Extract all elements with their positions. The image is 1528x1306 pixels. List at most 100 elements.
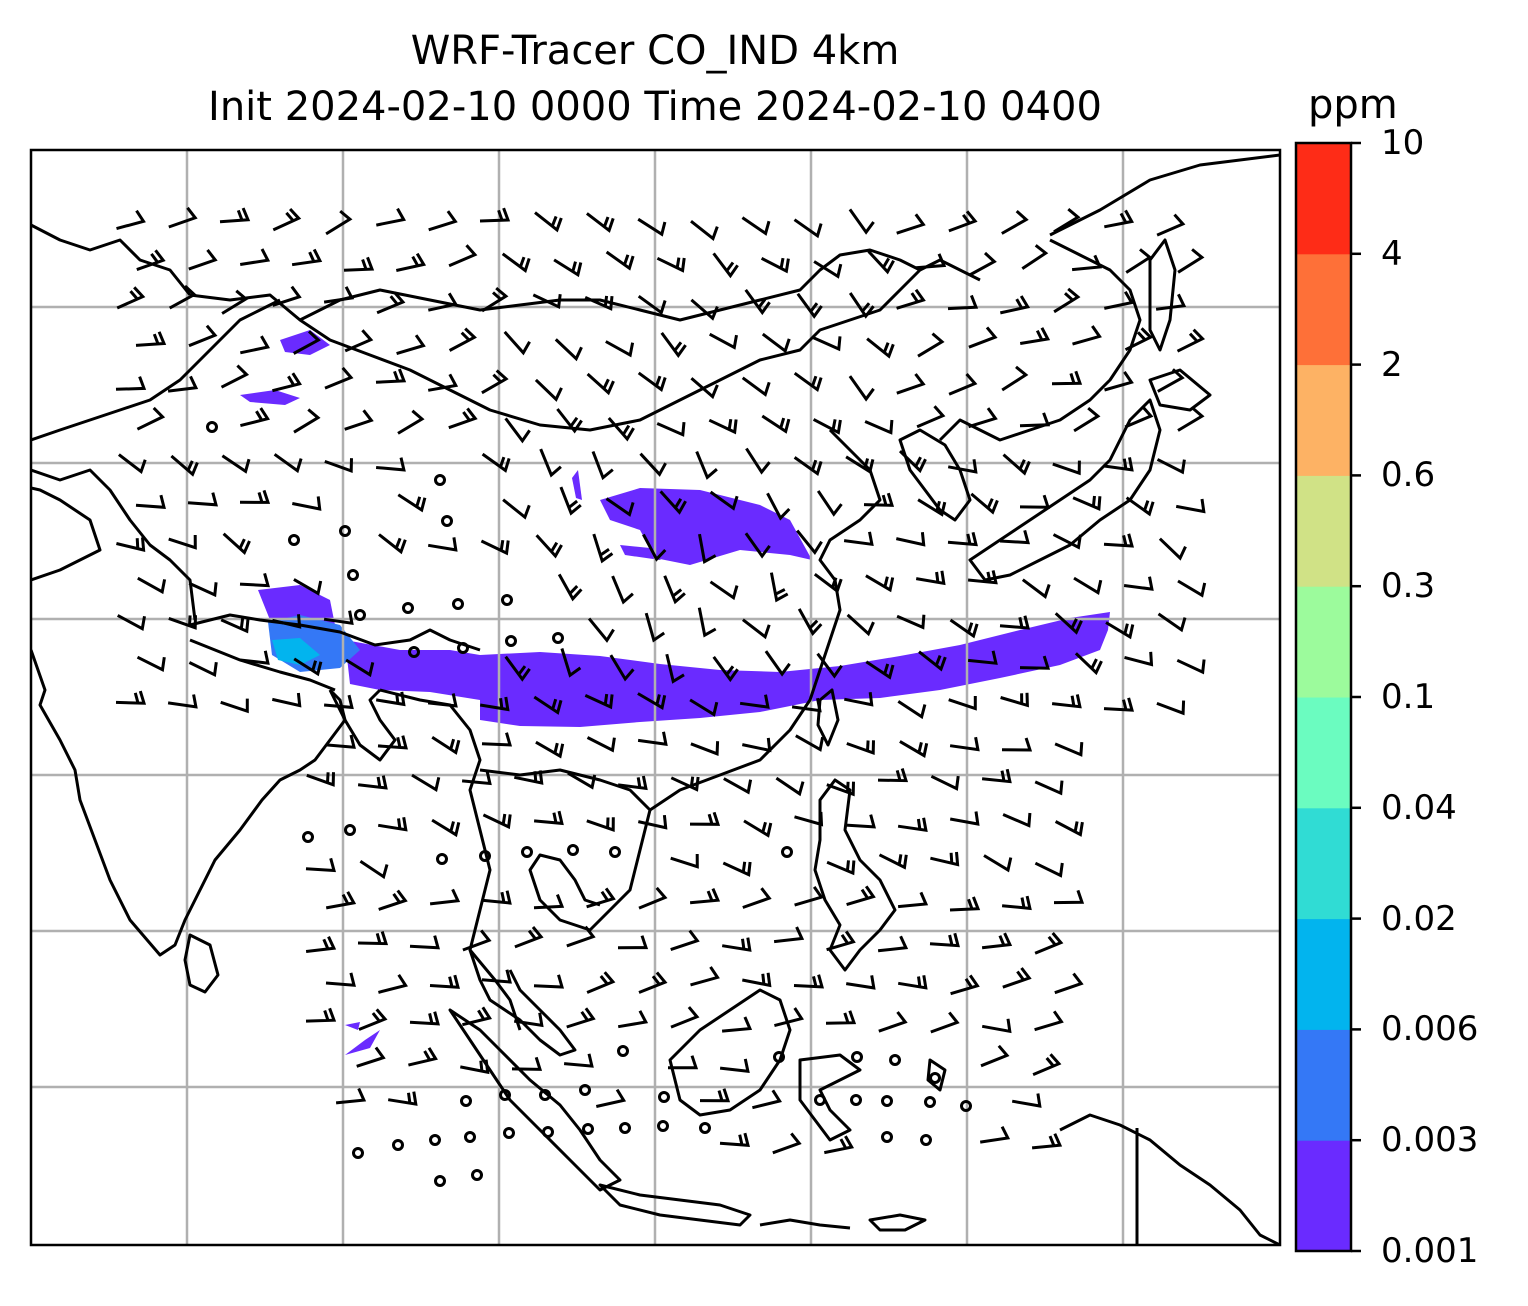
calm-circle bbox=[392, 1139, 404, 1151]
wind-barb bbox=[292, 496, 322, 511]
wind-barb bbox=[968, 407, 998, 429]
wind-barb bbox=[272, 614, 302, 629]
wind-barb bbox=[899, 740, 929, 758]
wind-barb bbox=[591, 450, 614, 481]
wind-barb bbox=[343, 256, 375, 272]
wind-barb bbox=[1155, 293, 1187, 311]
wind-barb bbox=[479, 696, 510, 712]
colorbar-tick-label: 0.04 bbox=[1381, 787, 1457, 828]
wind-barb bbox=[949, 618, 979, 639]
wind-barb bbox=[357, 775, 388, 790]
wind-barb bbox=[566, 925, 596, 948]
wind-barb bbox=[967, 570, 998, 585]
wind-barb bbox=[239, 650, 270, 665]
wind-barb bbox=[220, 698, 249, 714]
wind-barbs bbox=[115, 206, 1207, 1155]
wind-barb bbox=[816, 490, 843, 517]
calm-circle bbox=[429, 1134, 441, 1146]
wind-barb bbox=[533, 974, 565, 989]
wind-barb bbox=[1104, 209, 1135, 229]
colorbar-tick-label: 0.001 bbox=[1381, 1231, 1479, 1271]
wind-barb bbox=[375, 368, 407, 384]
wind-barb bbox=[116, 614, 146, 632]
wind-barb bbox=[557, 573, 583, 602]
wind-barb bbox=[344, 409, 374, 431]
wind-barb bbox=[323, 286, 355, 304]
border-bangladesh bbox=[328, 688, 397, 762]
plume-sumatra-speck bbox=[345, 1022, 360, 1030]
border-himalaya bbox=[189, 613, 481, 652]
wind-barb bbox=[877, 935, 909, 953]
calm-circle bbox=[619, 1122, 631, 1134]
wind-barb bbox=[587, 617, 615, 643]
wind-barb bbox=[712, 656, 739, 683]
wind-barb bbox=[239, 335, 271, 355]
wind-barb bbox=[1053, 287, 1081, 314]
wind-barb bbox=[306, 772, 335, 787]
calm-circle bbox=[889, 1054, 901, 1066]
wind-barb bbox=[866, 337, 895, 359]
wind-barb bbox=[981, 1018, 1012, 1034]
calm-circle bbox=[479, 850, 491, 862]
wind-barb bbox=[742, 887, 772, 909]
coast-new-guinea bbox=[1059, 1113, 1280, 1245]
border-mongolia-russia bbox=[299, 248, 921, 322]
wind-barb bbox=[239, 572, 271, 588]
wind-barb bbox=[930, 851, 960, 867]
wind-barb bbox=[135, 494, 166, 509]
wind-barb bbox=[1034, 861, 1064, 878]
co-plume-layer bbox=[240, 330, 1110, 1055]
wind-barb bbox=[1125, 248, 1153, 274]
wind-barb bbox=[948, 373, 978, 396]
coast-russia-far-east bbox=[938, 238, 1142, 442]
wind-barb bbox=[117, 453, 147, 475]
wind-barb bbox=[115, 376, 147, 391]
wind-barb bbox=[796, 529, 823, 555]
wind-barb bbox=[1156, 458, 1186, 475]
wind-barb bbox=[448, 407, 478, 430]
wind-barb bbox=[272, 207, 302, 232]
wind-barb bbox=[741, 618, 771, 640]
wind-barb bbox=[793, 371, 823, 393]
wind-barb bbox=[1103, 533, 1134, 548]
wind-barb bbox=[760, 256, 790, 274]
calm-circle bbox=[339, 525, 351, 537]
wind-barb bbox=[239, 489, 271, 504]
wind-barb bbox=[1019, 494, 1051, 509]
wind-barb bbox=[690, 966, 720, 987]
wind-barb bbox=[1053, 207, 1081, 234]
wind-barb bbox=[617, 935, 649, 950]
map-frame bbox=[29, 148, 1282, 1247]
wind-barb bbox=[929, 932, 960, 948]
wind-barb bbox=[586, 887, 616, 909]
wind-barb bbox=[137, 576, 167, 595]
calm-circle bbox=[464, 1131, 476, 1143]
wind-barb bbox=[563, 1053, 594, 1068]
wind-barb bbox=[949, 811, 980, 826]
wind-barb bbox=[1054, 820, 1084, 837]
colorbar-swatch bbox=[1296, 143, 1351, 255]
coast-malay-peninsula bbox=[468, 949, 577, 1057]
wind-barb bbox=[812, 336, 842, 352]
wind-barb bbox=[481, 286, 509, 313]
wind-barb bbox=[721, 1016, 753, 1033]
wind-barb bbox=[595, 1088, 627, 1108]
wind-barb bbox=[794, 811, 824, 827]
wind-barb bbox=[796, 292, 823, 319]
wind-barb bbox=[712, 252, 739, 279]
wind-barb bbox=[637, 371, 667, 392]
wind-barb bbox=[1053, 889, 1085, 905]
wind-barb bbox=[766, 492, 791, 521]
wind-barb bbox=[136, 406, 166, 431]
calm-circle bbox=[452, 598, 464, 610]
wind-barb bbox=[878, 1011, 908, 1033]
wind-barb bbox=[845, 814, 876, 829]
wind-barb bbox=[742, 972, 772, 988]
wind-barb bbox=[168, 284, 197, 310]
wind-barb bbox=[1051, 694, 1082, 709]
wind-barb bbox=[979, 1126, 1011, 1144]
wind-barb bbox=[743, 819, 773, 838]
wind-barb bbox=[136, 655, 166, 672]
wind-barb bbox=[739, 694, 770, 709]
border-central-asia bbox=[31, 298, 281, 442]
